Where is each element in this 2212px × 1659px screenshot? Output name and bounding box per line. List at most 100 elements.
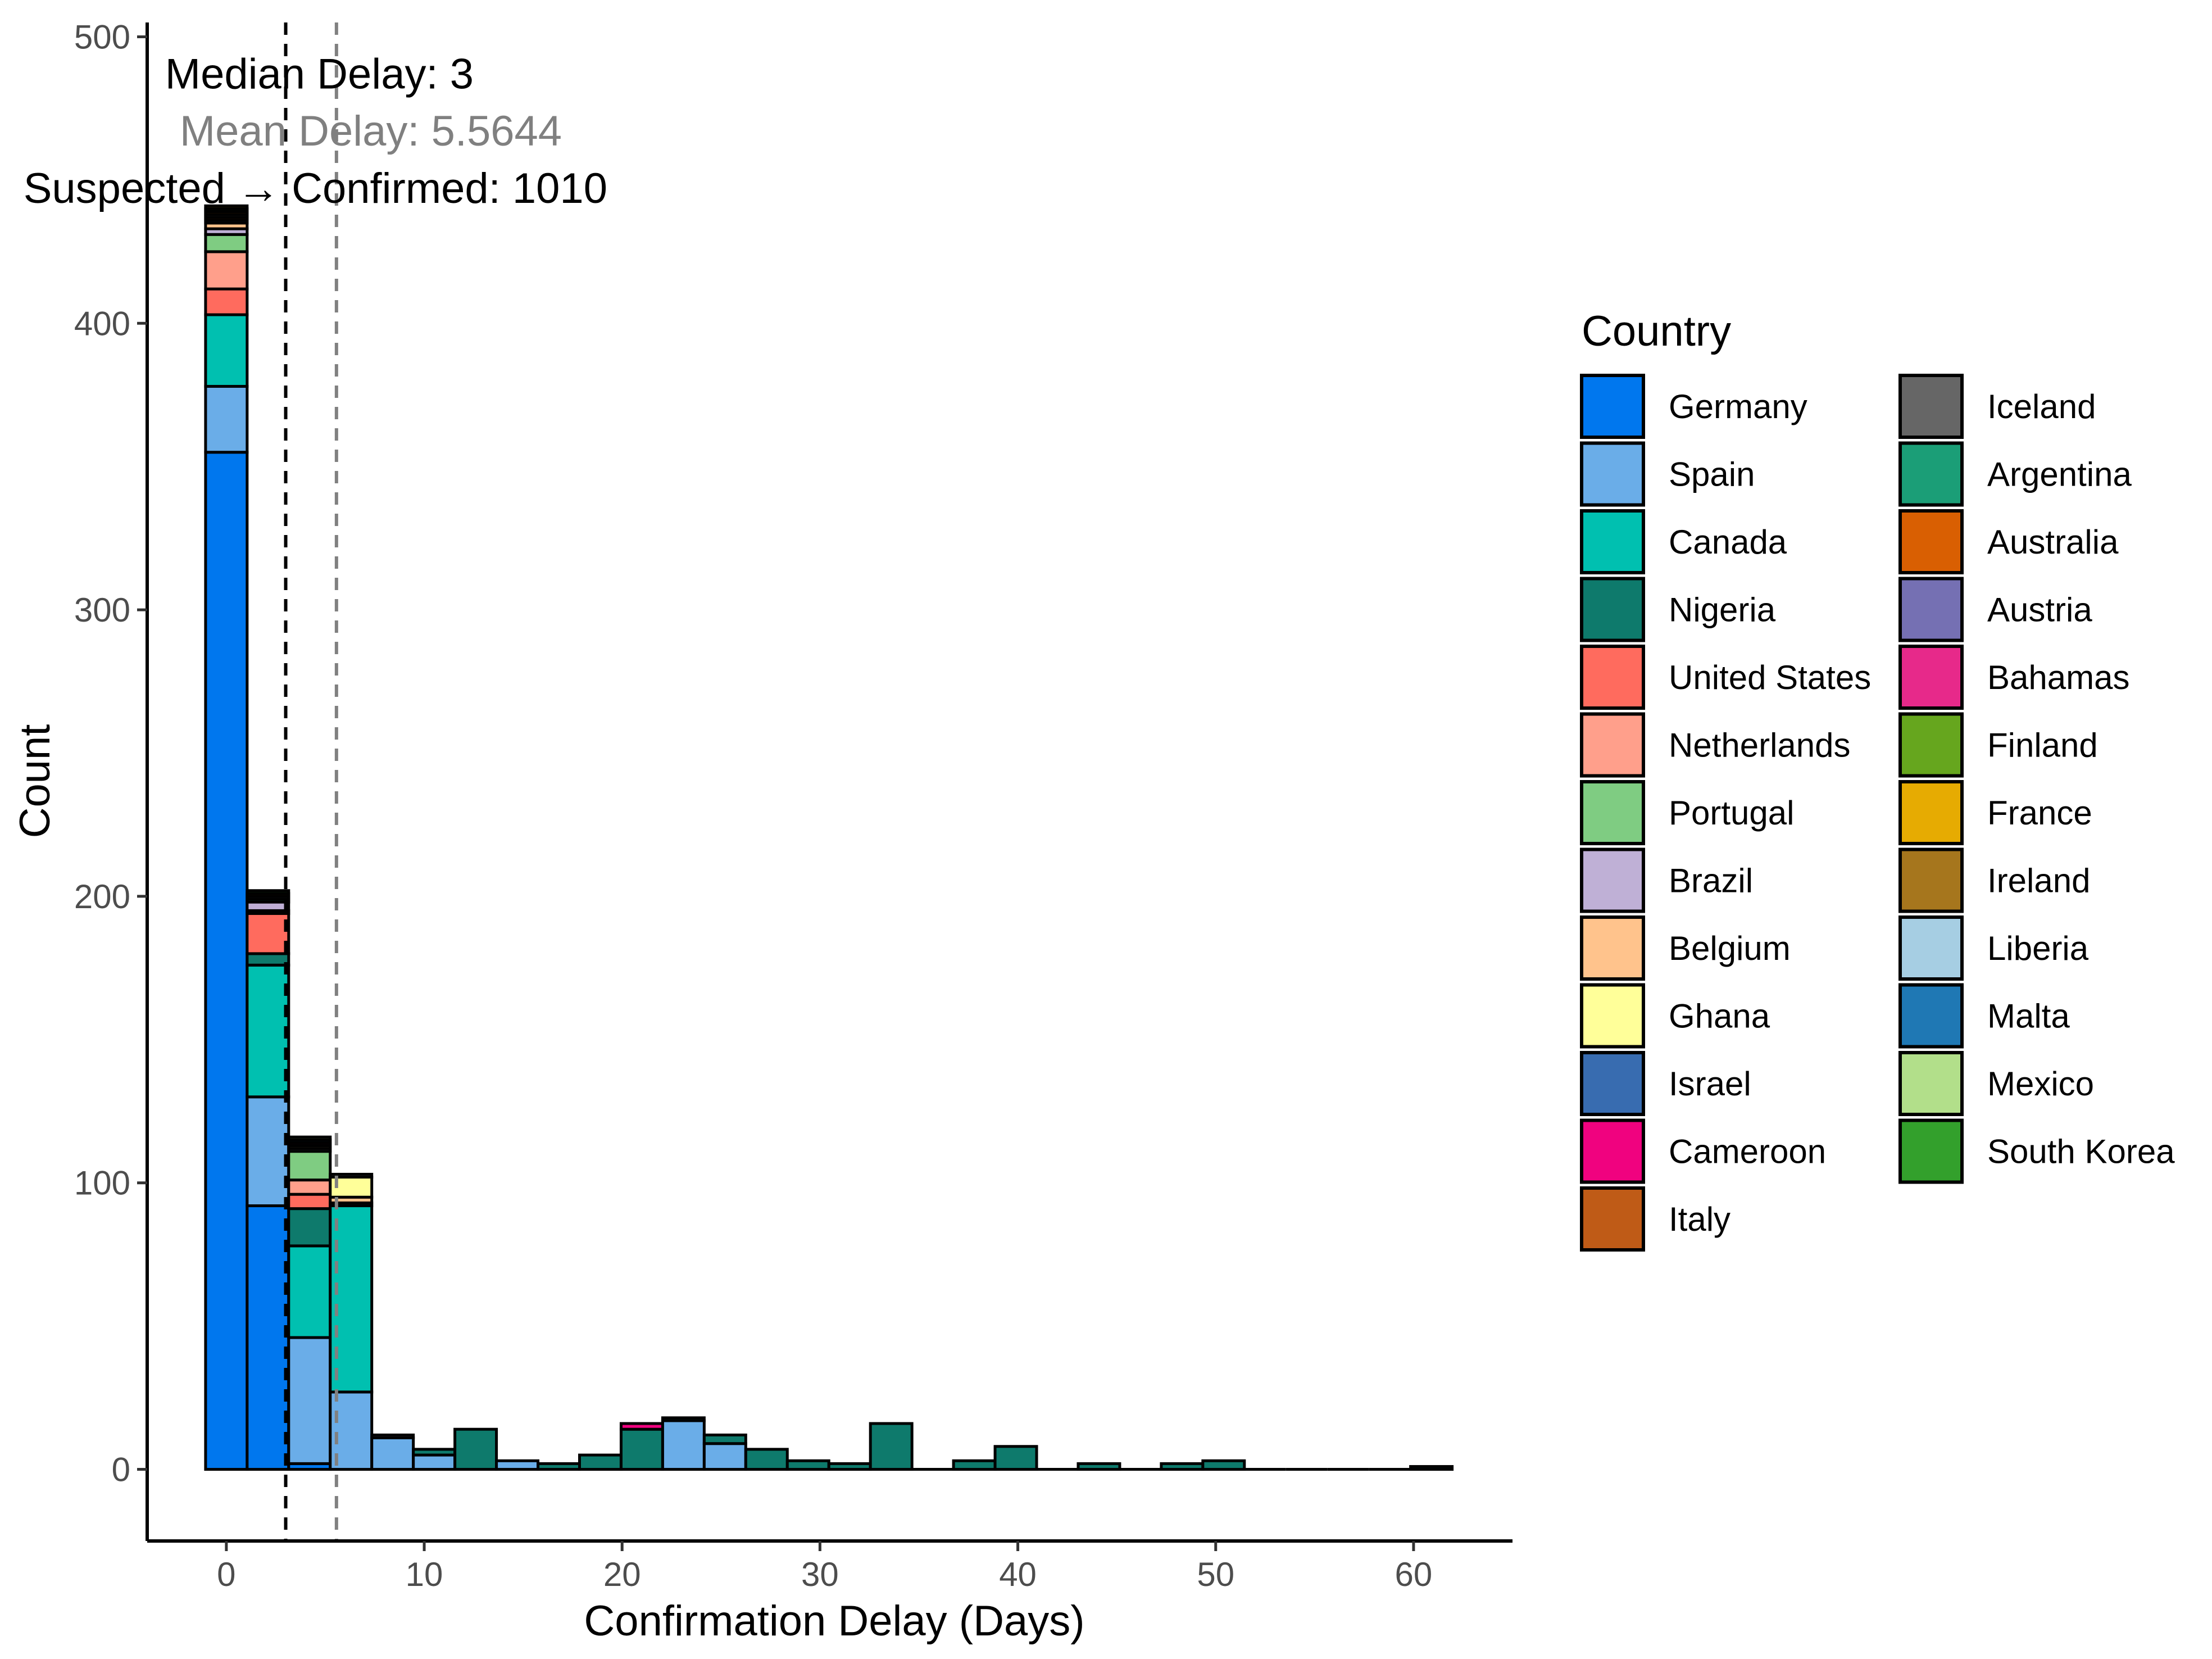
bar-segment [993, 1445, 1038, 1471]
bar-segment [287, 1207, 332, 1248]
bar-segment [412, 1448, 457, 1457]
legend-key [1580, 847, 1645, 913]
bar-segment [1409, 1465, 1454, 1471]
bar-segment [246, 1204, 290, 1471]
legend-label: Spain [1669, 456, 1755, 493]
legend-label: Bahamas [1987, 659, 2129, 696]
bar-segment [204, 384, 249, 454]
legend-key [1898, 915, 1964, 981]
legend-key [1580, 577, 1645, 642]
x-tick-label: 50 [1197, 1556, 1234, 1593]
y-tick-label: 400 [74, 305, 130, 342]
annotation-0: Median Delay: 3 [165, 50, 474, 98]
legend-key [1898, 1051, 1964, 1116]
bar-segment [619, 1427, 664, 1471]
bar-segment [1201, 1459, 1246, 1471]
bar-segment [204, 204, 249, 210]
bar-segment [537, 1462, 581, 1471]
legend-key [1580, 780, 1645, 845]
bar-segment [204, 287, 249, 316]
legend-key [1898, 983, 1964, 1049]
legend-key [1898, 509, 1964, 574]
legend-key [1580, 712, 1645, 778]
bar-segment [1160, 1462, 1205, 1471]
y-axis-label: Count [11, 724, 59, 838]
annotations-layer: Median Delay: 3 Mean Delay: 5.5644 Suspect… [24, 50, 607, 212]
legend-label: Italy [1669, 1200, 1730, 1238]
legend-label: Ireland [1987, 862, 2090, 900]
bar-segment [661, 1416, 706, 1422]
bar-segment [370, 1436, 415, 1471]
x-tick-label: 0 [217, 1556, 235, 1593]
bar-segment [702, 1433, 747, 1445]
bar-segment [287, 1150, 332, 1182]
x-tick-label: 40 [999, 1556, 1037, 1593]
bar-segment [287, 1135, 332, 1141]
bar-segment [744, 1448, 789, 1471]
y-tick-label: 300 [74, 591, 130, 629]
bar-segment [329, 1204, 374, 1394]
legend-key [1898, 577, 1964, 642]
legend-label: Netherlands [1669, 727, 1851, 764]
bar-segment [785, 1459, 830, 1471]
x-tick-label: 10 [406, 1556, 443, 1593]
legend-label: Austria [1987, 591, 2092, 629]
bar-segment [661, 1419, 706, 1471]
bar-segment [869, 1422, 914, 1471]
bar-segment [370, 1433, 415, 1439]
y-tick-label: 0 [112, 1451, 130, 1489]
legend-label: Nigeria [1669, 591, 1776, 629]
legend-label: Portugal [1669, 794, 1794, 832]
y-tick-label: 100 [74, 1164, 130, 1202]
legend-label: South Korea [1987, 1133, 2175, 1171]
bar-segment [329, 1172, 374, 1179]
legend-key [1580, 983, 1645, 1049]
legend-label: Australia [1987, 523, 2119, 561]
legend-key [1580, 509, 1645, 574]
legend-label: Liberia [1987, 930, 2089, 967]
bar-segment [495, 1459, 540, 1471]
annotation-1: Mean Delay: 5.5644 [180, 107, 562, 155]
legend-label: Cameroon [1669, 1133, 1826, 1171]
bar-segment [412, 1453, 457, 1471]
legend-label: Iceland [1987, 388, 2096, 425]
bar-segment [204, 233, 249, 253]
legend-label: Finland [1987, 727, 2098, 764]
legend-key [1898, 712, 1964, 778]
legend-key [1580, 1118, 1645, 1184]
legend-key [1898, 645, 1964, 710]
bar-segment [204, 250, 249, 291]
bar-segment [287, 1336, 332, 1465]
legend-key [1580, 1186, 1645, 1252]
legend-label: Malta [1987, 998, 2070, 1035]
bar-segment [204, 451, 249, 1471]
legend-title: Country [1582, 307, 1731, 355]
legend-key [1580, 1051, 1645, 1116]
x-axis-label: Confirmation Delay (Days) [584, 1597, 1084, 1645]
bar-segment [578, 1453, 623, 1471]
legend-label: Canada [1669, 523, 1787, 561]
bar-segment [246, 952, 290, 967]
bar-segment [246, 912, 290, 955]
bar-segment [287, 1178, 332, 1196]
reference-lines [284, 22, 338, 1541]
legend-label: Brazil [1669, 862, 1753, 900]
bar-segment [246, 963, 290, 1099]
bar-segment [952, 1459, 997, 1471]
y-tick-label: 500 [74, 18, 130, 56]
x-tick-label: 60 [1395, 1556, 1433, 1593]
annotation-2: Suspected → Confirmed: 1010 [24, 165, 607, 212]
legend-key [1580, 374, 1645, 439]
legend-label: United States [1669, 659, 1871, 696]
legend-key [1898, 780, 1964, 845]
legend-label: France [1987, 794, 2092, 832]
bar-segment [619, 1422, 664, 1431]
legend-label: Germany [1669, 388, 1807, 425]
legend-key [1898, 441, 1964, 507]
legend: Country Germany Spain Canada Nigeria United … [1580, 307, 2175, 1252]
legend-label: Belgium [1669, 930, 1791, 967]
bar-segment [702, 1442, 747, 1471]
bars-layer [204, 204, 1454, 1471]
bar-segment [204, 313, 249, 388]
